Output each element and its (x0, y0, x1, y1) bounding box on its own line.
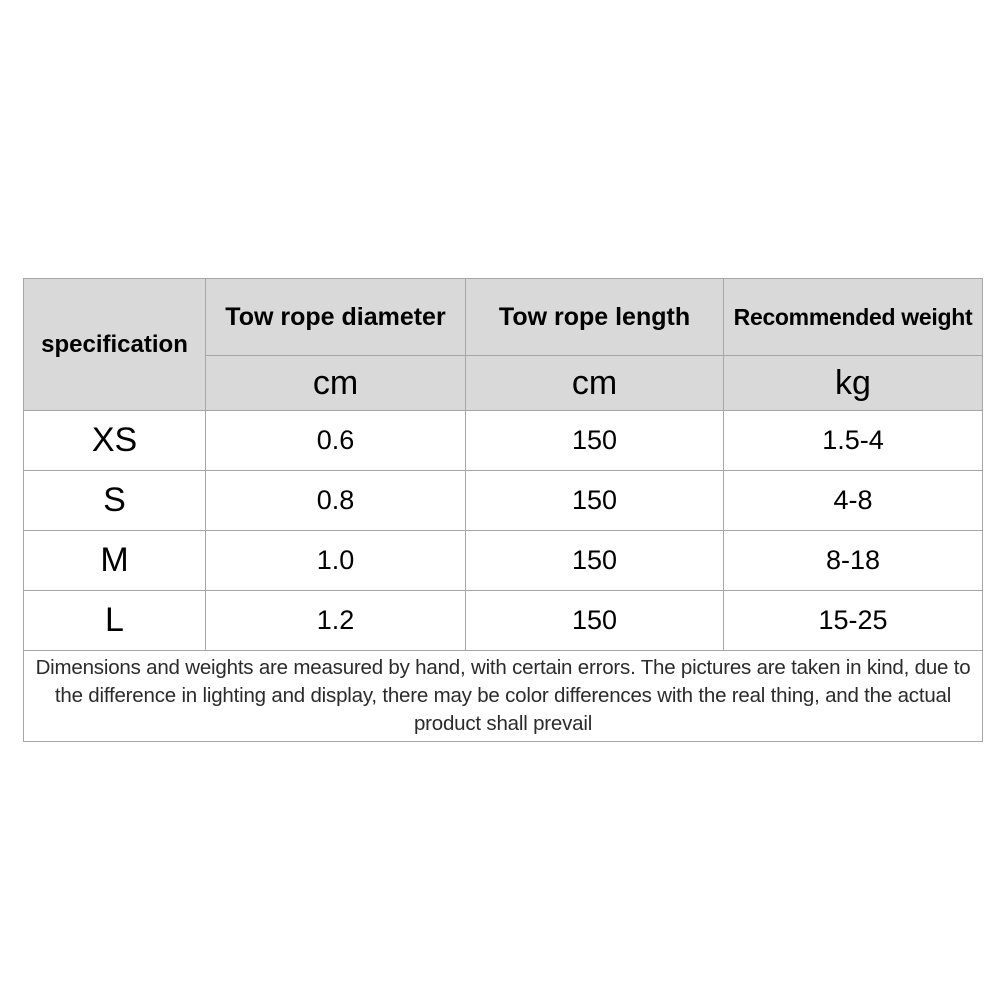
table-row-s: S 0.8 150 4-8 (23, 470, 983, 531)
table-body: XS 0.6 150 1.5-4 S 0.8 150 4-8 M 1.0 150… (23, 410, 983, 651)
specification-table: specification Tow rope diameter Tow rope… (23, 278, 983, 742)
unit-length-cm: cm (465, 355, 724, 411)
footnote-row: Dimensions and weights are measured by h… (23, 650, 983, 742)
header-row-labels: specification Tow rope diameter Tow rope… (23, 278, 983, 411)
col-header-recommended-weight: Recommended weight (723, 278, 983, 356)
size-label: L (23, 590, 206, 651)
size-label: XS (23, 410, 206, 471)
weight-value: 15-25 (723, 590, 983, 651)
col-header-specification: specification (23, 278, 206, 411)
table-footer: Dimensions and weights are measured by h… (23, 650, 983, 742)
length-value: 150 (465, 410, 724, 471)
col-header-tow-rope-diameter: Tow rope diameter (205, 278, 466, 356)
length-value: 150 (465, 470, 724, 531)
diameter-value: 0.8 (205, 470, 466, 531)
table-row-m: M 1.0 150 8-18 (23, 530, 983, 591)
weight-value: 4-8 (723, 470, 983, 531)
length-value: 150 (465, 590, 724, 651)
unit-diameter-cm: cm (205, 355, 466, 411)
weight-value: 8-18 (723, 530, 983, 591)
diameter-value: 0.6 (205, 410, 466, 471)
disclaimer-note: Dimensions and weights are measured by h… (23, 650, 983, 742)
length-value: 150 (465, 530, 724, 591)
unit-weight-kg: kg (723, 355, 983, 411)
diameter-value: 1.0 (205, 530, 466, 591)
table-header: specification Tow rope diameter Tow rope… (23, 278, 983, 411)
size-label: M (23, 530, 206, 591)
table-row-xs: XS 0.6 150 1.5-4 (23, 410, 983, 471)
table-row-l: L 1.2 150 15-25 (23, 590, 983, 651)
header-row-units: cm cm kg (24, 355, 983, 411)
diameter-value: 1.2 (205, 590, 466, 651)
size-label: S (23, 470, 206, 531)
col-header-tow-rope-length: Tow rope length (465, 278, 724, 356)
weight-value: 1.5-4 (723, 410, 983, 471)
